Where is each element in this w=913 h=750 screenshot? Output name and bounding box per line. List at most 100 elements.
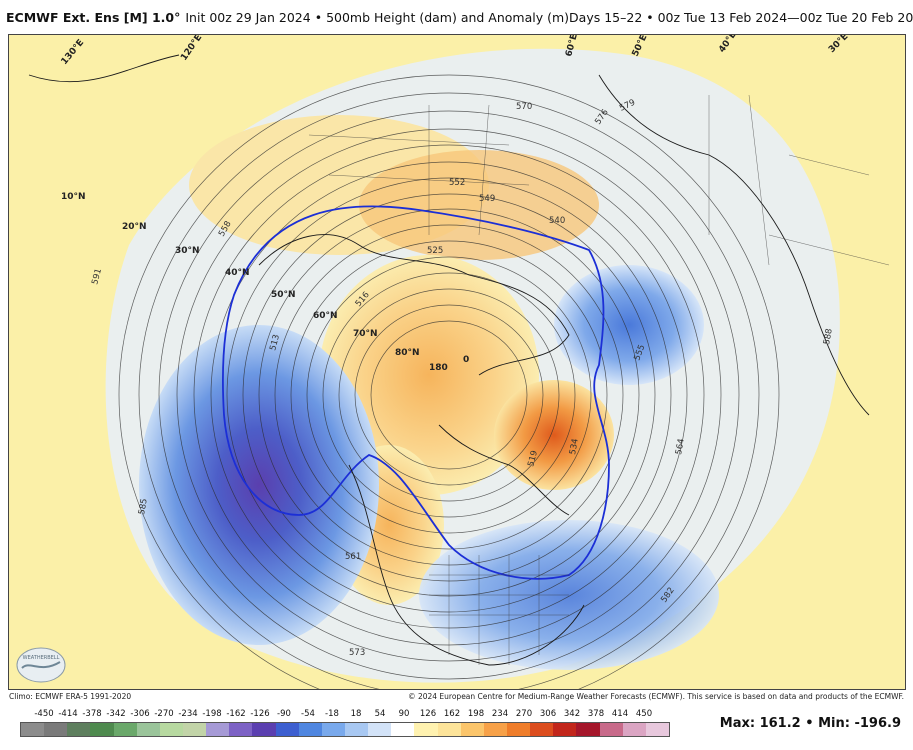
colorbar-segment xyxy=(553,723,577,736)
contour-label: 573 xyxy=(349,648,365,658)
weatherbell-logo: WEATHERBELL xyxy=(16,647,66,683)
lat-label: 70°N xyxy=(353,329,378,339)
colorbar-segment xyxy=(391,723,415,736)
colorbar-segment xyxy=(113,723,137,736)
colorbar-segment xyxy=(44,723,68,736)
colorbar-tick-label: -162 xyxy=(226,709,246,719)
colorbar-tick-label: 18 xyxy=(350,709,362,719)
lat-label: 80°N xyxy=(395,348,420,358)
warm-anomaly-arctic xyxy=(319,255,539,495)
colorbar-tick-label: 90 xyxy=(398,709,410,719)
contour-label: 513 xyxy=(268,334,282,352)
colorbar-tick-label: 270 xyxy=(515,709,533,719)
contour-540-line xyxy=(221,205,610,580)
product-name: 500mb Height (dam) and Anomaly (m) xyxy=(326,9,570,25)
colorbar-labels: -450 -414 -378 -342 -306 -270 -234 -198 -162 -126… xyxy=(0,709,700,721)
lon-label: 180 xyxy=(429,363,448,373)
colorbar-segment xyxy=(506,723,531,736)
contour-label: 588 xyxy=(822,328,835,346)
contour-label: 552 xyxy=(449,178,465,188)
lat-label: 10°N xyxy=(61,192,86,202)
contour-label: 549 xyxy=(479,194,495,204)
colorbar-tick-label: 450 xyxy=(635,709,653,719)
contour-label: 570 xyxy=(516,102,532,112)
colorbar-tick-label: -198 xyxy=(202,709,222,719)
political-borders xyxy=(308,94,890,665)
title-bar: ECMWF Ext. Ens [M] 1.0° Init 00z 29 Jan … xyxy=(0,0,913,34)
valid-range: Days 15–22 • 00z Tue 13 Feb 2024—00z Tue… xyxy=(569,9,913,25)
contour-label: 591 xyxy=(90,268,104,286)
colorbar-segment xyxy=(460,723,484,736)
lat-label: 60°N xyxy=(313,311,338,321)
colorbar-tick-label: -126 xyxy=(250,709,270,719)
colorbar-segment xyxy=(275,723,299,736)
colorbar-tick-label: 54 xyxy=(374,709,386,719)
contour-label: 564 xyxy=(674,438,687,456)
colorbar-segment xyxy=(206,723,230,736)
max-label: Max: xyxy=(719,716,756,731)
copyright-notice: © 2024 European Centre for Medium-Range … xyxy=(408,692,904,701)
lon-label: 0 xyxy=(463,355,469,365)
colorbar-tick-label: -342 xyxy=(106,709,126,719)
cold-anomaly-europe xyxy=(554,265,704,385)
colorbar-segment xyxy=(645,723,669,736)
contour-label: 519 xyxy=(526,450,540,468)
colorbar-tick-label: 198 xyxy=(467,709,485,719)
credits-bar: Climo: ECMWF ERA-5 1991-2020 © 2024 Euro… xyxy=(0,691,913,705)
contour-label: 540 xyxy=(549,216,565,226)
anomaly-colorbar xyxy=(20,722,670,737)
lat-label: 40°N xyxy=(225,268,250,278)
colorbar-segment xyxy=(344,723,369,736)
contour-label: 585 xyxy=(137,498,150,516)
coastlines xyxy=(28,54,870,666)
lat-label: 20°N xyxy=(122,222,147,232)
colorbar-segment xyxy=(21,723,45,736)
warm-anomaly-greenland xyxy=(494,380,614,490)
colorbar-tick-label: 342 xyxy=(563,709,581,719)
contour-label: 561 xyxy=(345,552,361,562)
stats-readout: Max: 161.2 • Min: -196.9 xyxy=(720,716,901,731)
colorbar-segment xyxy=(437,723,461,736)
colorbar-tick-label: -306 xyxy=(130,709,150,719)
colorbar-segment xyxy=(90,723,114,736)
init-time: Init 00z 29 Jan 2024 xyxy=(185,9,311,25)
colorbar-tick-label: 414 xyxy=(611,709,629,719)
colorbar-tick-label: 378 xyxy=(587,709,605,719)
colorbar-tick-label: -414 xyxy=(58,709,78,719)
polar-map: 10°N 20°N 30°N 40°N 50°N 60°N 70°N 80°N … xyxy=(9,35,905,689)
min-value: -196.9 xyxy=(854,716,901,731)
colorbar-tick-label: 306 xyxy=(539,709,557,719)
colorbar-segment xyxy=(530,723,554,736)
colorbar-segment xyxy=(159,723,183,736)
colorbar-segment xyxy=(622,723,646,736)
logo-text: WEATHERBELL xyxy=(23,655,60,661)
max-value: 161.2 xyxy=(759,716,801,731)
cold-anomaly-pacific xyxy=(139,325,379,645)
colorbar-segment xyxy=(414,723,438,736)
colorbar-tick-label: -18 xyxy=(325,709,339,719)
colorbar-tick-label: 126 xyxy=(419,709,437,719)
colorbar-segment xyxy=(252,723,276,736)
colorbar-tick-label: -54 xyxy=(301,709,315,719)
min-label: Min: xyxy=(818,716,850,731)
colorbar-tick-label: -90 xyxy=(277,709,291,719)
lat-label: 30°N xyxy=(175,246,200,256)
model-name: ECMWF Ext. Ens [M] 1.0° xyxy=(6,9,181,25)
colorbar-segment xyxy=(136,723,160,736)
colorbar-segment xyxy=(182,723,207,736)
colorbar-segment xyxy=(368,723,392,736)
colorbar-tick-label: 234 xyxy=(491,709,509,719)
colorbar-tick-label: 162 xyxy=(443,709,461,719)
colorbar-tick-label: -450 xyxy=(34,709,54,719)
colorbar-segment xyxy=(599,723,623,736)
colorbar-segment xyxy=(298,723,322,736)
colorbar-segment xyxy=(576,723,600,736)
contour-label: 525 xyxy=(427,246,443,256)
warm-anomaly-russia xyxy=(359,150,599,260)
colorbar-segment xyxy=(229,723,253,736)
contour-label: 534 xyxy=(568,438,581,456)
colorbar-tick-label: -234 xyxy=(178,709,198,719)
lat-label: 50°N xyxy=(271,290,296,300)
colorbar-segment xyxy=(321,723,345,736)
colorbar-tick-label: -270 xyxy=(154,709,174,719)
